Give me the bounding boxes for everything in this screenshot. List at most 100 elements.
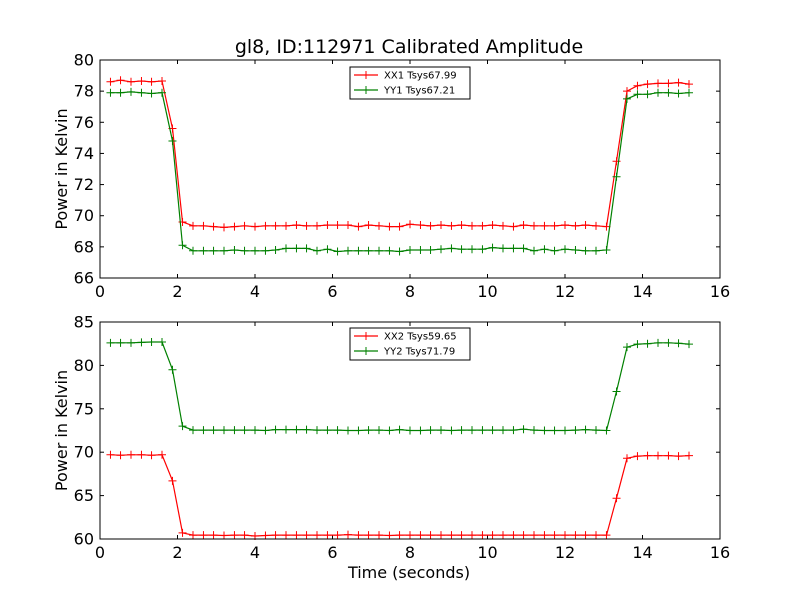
plot-frame [99, 321, 721, 540]
data-point [519, 244, 528, 253]
data-point [230, 531, 239, 540]
data-point [592, 531, 600, 540]
data-point [488, 221, 497, 230]
series-1 [106, 87, 693, 256]
data-point [178, 422, 187, 431]
data-point [592, 426, 600, 435]
data-point [178, 528, 187, 537]
data-point [251, 426, 259, 435]
x-tick-label: 12 [555, 543, 575, 562]
data-point [385, 222, 394, 231]
data-point [602, 245, 611, 254]
data-point [488, 243, 497, 252]
figure-title: gl8, ID:112971 Calibrated Amplitude [235, 36, 583, 58]
x-tick-label: 16 [710, 282, 730, 301]
data-point [550, 246, 559, 255]
data-point [354, 531, 363, 540]
data-point [530, 426, 538, 435]
data-point [137, 88, 146, 97]
data-point [592, 221, 600, 230]
data-point [344, 246, 352, 255]
data-point [240, 246, 249, 255]
data-point [395, 247, 404, 256]
data-point [292, 425, 301, 434]
data-point [643, 80, 652, 89]
data-point [416, 531, 425, 540]
data-point [147, 337, 156, 346]
y-tick-label: 75 [74, 399, 94, 418]
data-point [643, 451, 652, 460]
y-axis-label: Power in Kelvin [52, 108, 71, 229]
data-point [478, 245, 487, 254]
legend-marker [362, 347, 370, 355]
data-point [406, 531, 414, 540]
data-point [571, 245, 580, 254]
legend-label: XX2 Tsys59.65 [384, 332, 457, 343]
x-tick-label: 4 [250, 543, 260, 562]
data-point [468, 426, 476, 435]
data-point [395, 425, 404, 434]
y-tick-label: 60 [74, 530, 94, 549]
data-point [292, 531, 301, 540]
data-point [292, 221, 301, 230]
data-point [282, 531, 290, 540]
data-point [375, 221, 383, 230]
data-point [168, 476, 177, 485]
data-point [685, 451, 693, 460]
data-point [478, 221, 487, 230]
data-point [447, 221, 456, 230]
data-point [406, 426, 414, 435]
series-line [110, 454, 690, 537]
data-point [220, 223, 228, 232]
data-point [313, 221, 321, 230]
data-point [354, 426, 363, 435]
data-point [416, 221, 425, 230]
data-point [261, 426, 270, 435]
data-point [550, 531, 559, 540]
data-point [623, 343, 631, 352]
data-point [468, 531, 476, 540]
data-point [592, 246, 600, 255]
data-point [519, 221, 528, 230]
x-tick-label: 2 [172, 543, 182, 562]
data-point [540, 245, 549, 254]
data-point [685, 340, 693, 349]
data-point [612, 494, 621, 503]
data-point [509, 426, 518, 435]
data-point [137, 338, 146, 347]
data-point [199, 531, 208, 540]
x-tick-label: 8 [405, 543, 415, 562]
x-tick-label: 6 [327, 282, 337, 301]
data-point [323, 426, 332, 435]
x-tick-label: 14 [632, 543, 652, 562]
data-point [395, 222, 404, 231]
data-point [416, 426, 425, 435]
data-point [499, 426, 507, 435]
data-point [261, 246, 270, 255]
data-point [251, 222, 259, 231]
data-point [147, 89, 156, 98]
data-point [127, 338, 135, 347]
data-point [654, 451, 662, 460]
data-point [375, 426, 383, 435]
data-point [437, 426, 445, 435]
data-point [623, 94, 631, 103]
data-point [313, 246, 321, 255]
series-0 [106, 76, 693, 232]
data-point [426, 221, 435, 230]
data-point [302, 244, 311, 253]
data-point [581, 221, 590, 230]
legend-box [349, 327, 471, 361]
data-point [375, 246, 383, 255]
data-point [561, 531, 569, 540]
data-point [602, 531, 611, 540]
data-point [488, 531, 497, 540]
data-point [147, 451, 156, 460]
data-point [230, 222, 239, 231]
data-point [282, 425, 290, 434]
data-point [302, 425, 311, 434]
data-point [488, 426, 497, 435]
data-point [437, 245, 445, 254]
series-1 [106, 337, 693, 435]
